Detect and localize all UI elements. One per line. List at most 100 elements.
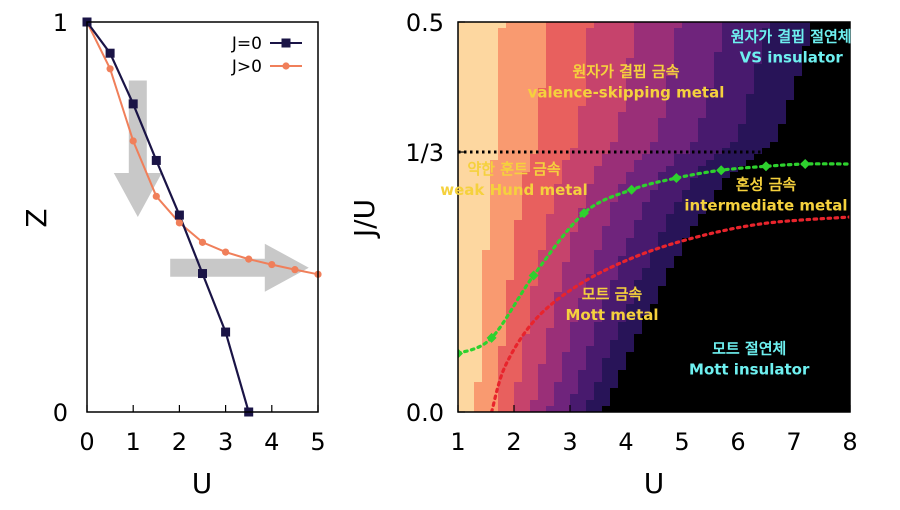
heatmap-cell <box>754 154 850 161</box>
heatmap-cell <box>586 184 619 191</box>
heatmap-cell <box>586 100 627 107</box>
heatmap-cell <box>706 100 747 107</box>
heatmap-cell <box>610 148 651 155</box>
heatmap-cell <box>562 370 579 377</box>
heatmap-cell <box>482 310 507 317</box>
heatmap-cell <box>810 22 850 29</box>
heatmap-cell <box>546 214 579 221</box>
heatmap-cell <box>458 334 483 341</box>
heatmap-cell <box>634 280 667 287</box>
heatmap-cell <box>634 220 667 227</box>
phase-region-labels: 원자가 결핍 금속 valence-skipping metal 원자가 결핍 절연… <box>440 28 851 379</box>
heatmap-cell <box>586 274 619 281</box>
heatmap-cell <box>522 346 547 353</box>
heatmap-cell <box>594 250 627 257</box>
heatmap-cell <box>690 232 850 239</box>
heatmap-cell <box>546 346 571 353</box>
heatmap-cell <box>522 352 547 359</box>
heatmap-cell <box>458 196 491 203</box>
heatmap-cell <box>562 352 587 359</box>
heatmap-cell <box>634 40 675 47</box>
series-point-0 <box>105 48 115 58</box>
left-x-tick-label: 0 <box>79 428 94 456</box>
heatmap-cell <box>610 214 643 221</box>
heatmap-cell <box>498 94 539 101</box>
right-y-tick-label: 1/3 <box>405 139 444 167</box>
heatmap-cell <box>482 316 507 323</box>
region-label-ko: 약한 훈트 금속 <box>467 160 560 178</box>
heatmap-cell <box>458 406 475 412</box>
heatmap-cell <box>666 214 699 221</box>
heatmap-cell <box>506 298 531 305</box>
heatmap-cell <box>586 94 627 101</box>
region-label-en: intermediate metal <box>684 197 847 215</box>
heatmap-cell <box>786 112 850 119</box>
heatmap-cell <box>570 394 595 401</box>
heatmap-cell <box>810 28 850 35</box>
series-point-0 <box>174 210 184 220</box>
heatmap-cell <box>666 88 707 95</box>
heatmap-cell <box>714 58 763 65</box>
heatmap-cell <box>538 268 563 275</box>
flow-arrow-1 <box>170 243 309 292</box>
heatmap-cell <box>698 130 739 137</box>
heatmap-cell <box>570 322 595 329</box>
heatmap-cell <box>674 202 707 209</box>
heatmap-cell <box>594 22 635 29</box>
heatmap-cell <box>546 64 587 71</box>
heatmap-cell <box>594 328 619 335</box>
heatmap-cell <box>490 166 531 173</box>
heatmap-cell <box>578 208 611 215</box>
left-plot-frame <box>86 21 319 413</box>
right-y-tick-label: 0.5 <box>406 9 444 37</box>
heatmap-cell <box>714 64 755 71</box>
heatmap-cell <box>602 232 635 239</box>
heatmap-cell <box>458 244 491 251</box>
heatmap-cell <box>506 292 531 299</box>
heatmap-cell <box>794 82 850 89</box>
heatmap-cell <box>538 364 563 371</box>
heatmap-cell <box>546 334 571 341</box>
heatmap-cell <box>650 262 675 269</box>
heatmap-cell <box>594 256 619 263</box>
heatmap-cell <box>706 202 850 209</box>
heatmap-cell <box>458 202 491 209</box>
heatmap-cell <box>458 280 483 287</box>
heatmap-cell <box>554 292 587 299</box>
heatmap-cell <box>730 142 771 149</box>
heatmap-cell <box>570 250 595 257</box>
heatmap-cell <box>586 346 611 353</box>
heatmap-cell <box>538 280 563 287</box>
heatmap-cell <box>618 382 850 389</box>
heatmap-cell <box>514 226 547 233</box>
heatmap-cell <box>514 382 539 389</box>
heatmap-cell <box>538 130 579 137</box>
heatmap-cell <box>658 136 699 143</box>
heatmap-cell <box>474 382 499 389</box>
heatmap-cell <box>578 136 619 143</box>
heatmap-cell <box>682 196 715 203</box>
heatmap-cell <box>498 40 547 47</box>
heatmap-cell <box>458 112 499 119</box>
left-x-tick-label: 5 <box>310 428 325 456</box>
heatmap-cell <box>642 316 850 323</box>
heatmap-cell <box>570 238 603 245</box>
heatmap-cell <box>498 406 515 412</box>
heatmap-cell <box>586 82 627 89</box>
heatmap-cell <box>482 262 515 269</box>
heatmap-cell <box>538 124 579 131</box>
heatmap-cell <box>458 22 507 29</box>
heatmap-cell <box>690 226 850 233</box>
heatmap-cell <box>658 124 699 131</box>
heatmap-cell <box>522 334 547 341</box>
heatmap-cell <box>522 202 555 209</box>
heatmap-cell <box>658 178 691 185</box>
heatmap-cell <box>666 112 707 119</box>
region-label-ko: 원자가 결핍 절연체 <box>731 28 852 46</box>
heatmap-cell <box>618 196 651 203</box>
heatmap-cell <box>458 358 483 365</box>
heatmap-cell <box>674 40 723 47</box>
heatmap-cell <box>498 400 515 407</box>
heatmap-cell <box>578 376 603 383</box>
